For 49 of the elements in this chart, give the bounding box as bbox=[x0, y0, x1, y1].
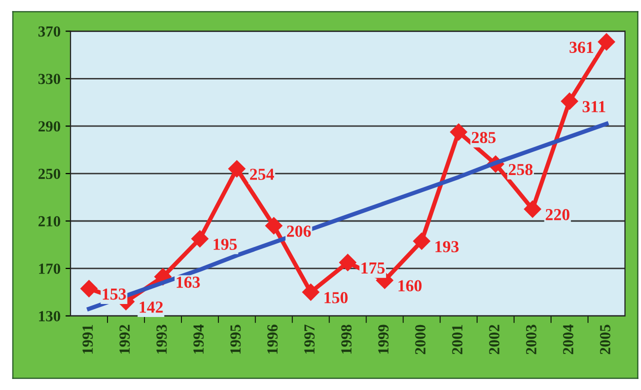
data-label: 311 bbox=[582, 101, 606, 112]
line-series bbox=[86, 122, 609, 311]
point bbox=[598, 33, 616, 50]
data-label: 160 bbox=[398, 280, 422, 292]
data-label: 153 bbox=[102, 288, 126, 300]
x-tick-label: 2000 bbox=[415, 324, 426, 354]
x-tick-label: 1993 bbox=[156, 324, 167, 354]
y-tick-label: 290 bbox=[38, 121, 60, 132]
point bbox=[524, 200, 542, 218]
x-tick-label: 2003 bbox=[526, 324, 536, 354]
y-tick-label: 250 bbox=[38, 168, 60, 179]
point bbox=[560, 92, 578, 110]
data-label: 206 bbox=[287, 226, 311, 237]
x-tick-label: 1999 bbox=[378, 324, 389, 354]
data-label: 163 bbox=[176, 276, 200, 288]
data-label: 142 bbox=[140, 302, 163, 313]
x-tick-label: 1995 bbox=[230, 324, 241, 354]
point bbox=[413, 232, 430, 250]
data-label: 193 bbox=[436, 241, 459, 252]
point bbox=[191, 230, 208, 248]
x-tick-label: 2001 bbox=[452, 325, 462, 354]
y-tick-label: 210 bbox=[38, 216, 60, 226]
y-tick-label: 130 bbox=[39, 311, 60, 322]
x-tick-label: 1994 bbox=[193, 324, 204, 354]
data-label: 220 bbox=[546, 209, 570, 220]
x-tick-label: 1992 bbox=[120, 324, 130, 354]
data-label: 285 bbox=[472, 132, 496, 144]
x-tick-label: 1996 bbox=[267, 324, 278, 354]
x-tick-label: 1998 bbox=[341, 324, 352, 354]
data-label: 361 bbox=[570, 42, 594, 53]
point bbox=[302, 284, 320, 301]
data-label: 195 bbox=[214, 238, 237, 250]
x-tick-label: 2005 bbox=[600, 324, 610, 354]
y-tick-label: 370 bbox=[38, 26, 60, 37]
x-tick-label: 1997 bbox=[304, 324, 315, 354]
data-label: 258 bbox=[508, 164, 533, 176]
point bbox=[265, 217, 282, 234]
point bbox=[450, 123, 468, 141]
y-tick-label: 330 bbox=[38, 74, 60, 84]
point bbox=[228, 160, 246, 178]
point bbox=[339, 254, 356, 272]
data-label: 254 bbox=[250, 168, 274, 180]
point bbox=[80, 280, 98, 298]
x-tick-label: 2002 bbox=[489, 324, 500, 354]
x-tick-label: 1991 bbox=[82, 325, 93, 354]
y-tick-label: 170 bbox=[39, 264, 60, 274]
data-label: 175 bbox=[362, 262, 385, 274]
data-label: 150 bbox=[324, 292, 348, 304]
x-tick-label: 2004 bbox=[563, 324, 574, 354]
